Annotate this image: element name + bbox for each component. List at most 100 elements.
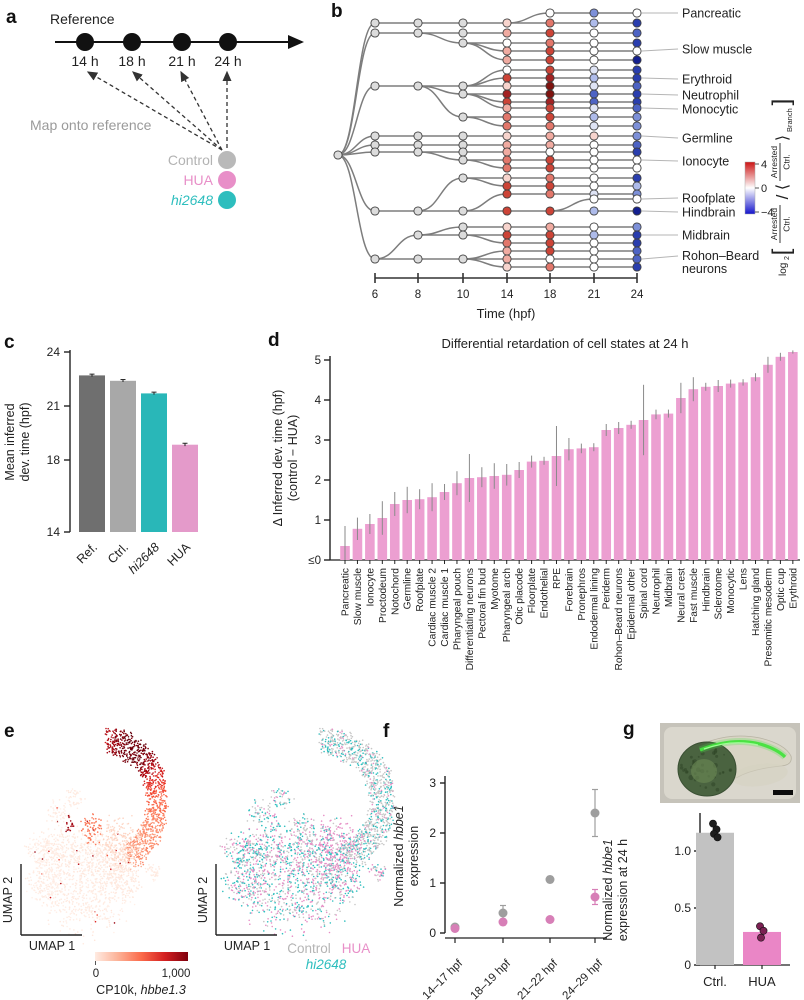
pt	[318, 864, 320, 866]
pt	[68, 841, 70, 844]
pt	[316, 873, 319, 875]
timepoint-label: 21 h	[168, 53, 195, 69]
pt	[154, 833, 156, 836]
pt	[93, 830, 96, 832]
pt	[91, 827, 94, 830]
pt	[267, 918, 269, 920]
tree-root-node	[333, 150, 343, 160]
pt	[371, 810, 373, 813]
pt	[133, 740, 136, 743]
pt	[93, 896, 95, 899]
pt	[54, 909, 56, 912]
pt	[130, 829, 132, 832]
pt	[133, 753, 135, 756]
pt	[94, 898, 97, 901]
pt	[137, 828, 140, 831]
pt	[383, 794, 386, 796]
bar	[638, 420, 649, 560]
tree-node	[502, 131, 512, 141]
tree-node	[632, 262, 642, 272]
pt	[305, 911, 308, 914]
pt	[343, 896, 345, 898]
pt	[247, 905, 249, 907]
pt	[151, 821, 154, 824]
pt	[154, 800, 157, 802]
pt	[367, 832, 369, 834]
pt	[146, 839, 149, 842]
pt	[389, 813, 392, 816]
pt	[152, 768, 154, 770]
pt	[119, 909, 122, 912]
pt	[42, 838, 44, 840]
pt	[159, 780, 162, 782]
pt	[42, 848, 44, 851]
pt	[144, 867, 147, 870]
pt	[325, 897, 327, 899]
pt	[122, 843, 125, 845]
pt	[99, 905, 101, 907]
pt	[163, 816, 166, 819]
bar	[489, 476, 500, 560]
pt	[388, 788, 391, 791]
pt	[306, 850, 309, 853]
pt	[269, 851, 271, 853]
pt	[159, 783, 162, 786]
pt	[127, 856, 129, 859]
pt	[42, 878, 45, 881]
pt	[363, 775, 366, 778]
pt	[125, 845, 128, 848]
pt	[366, 758, 368, 761]
pt	[292, 914, 295, 917]
pt	[120, 846, 123, 849]
pt	[35, 861, 37, 864]
pt	[135, 834, 137, 836]
pt	[48, 864, 51, 866]
pt	[100, 885, 102, 887]
pt	[113, 922, 116, 924]
pt	[278, 875, 280, 878]
pt	[99, 833, 102, 835]
pt	[47, 888, 50, 890]
pt	[122, 899, 124, 902]
pt	[342, 739, 345, 741]
formula-den2: Ctrl.	[782, 154, 792, 170]
pt	[361, 832, 364, 834]
pt	[51, 886, 53, 888]
pt	[52, 802, 55, 804]
pt	[345, 760, 348, 763]
pt	[130, 843, 133, 845]
pt	[86, 912, 88, 914]
pt	[340, 760, 342, 762]
formula-angle: ⟨	[775, 184, 792, 190]
pt	[334, 742, 337, 745]
pt	[132, 896, 134, 898]
pt	[379, 758, 382, 761]
formula-slash: /	[773, 194, 792, 199]
pt	[70, 805, 72, 808]
pt	[359, 770, 361, 772]
tree-node	[413, 254, 423, 264]
pt	[329, 739, 332, 741]
pt	[98, 867, 101, 869]
pt	[360, 858, 363, 860]
pt	[288, 872, 291, 875]
colorbar-tick-label: 4	[761, 159, 767, 171]
pt	[67, 838, 70, 840]
pt	[153, 812, 156, 815]
pt	[247, 893, 249, 895]
tree-node	[502, 18, 512, 28]
pt	[91, 882, 94, 884]
pt	[145, 846, 148, 849]
pt	[373, 834, 376, 836]
pt	[64, 810, 66, 812]
pt	[60, 829, 62, 832]
pt	[113, 898, 116, 901]
pt	[161, 795, 163, 797]
pt	[311, 899, 314, 902]
pt	[52, 851, 54, 853]
pt	[375, 762, 378, 764]
legend-label: hi2648	[171, 192, 213, 208]
pt	[249, 855, 252, 858]
x-tick-label: Spinal cord	[639, 568, 650, 619]
pt	[138, 754, 140, 757]
